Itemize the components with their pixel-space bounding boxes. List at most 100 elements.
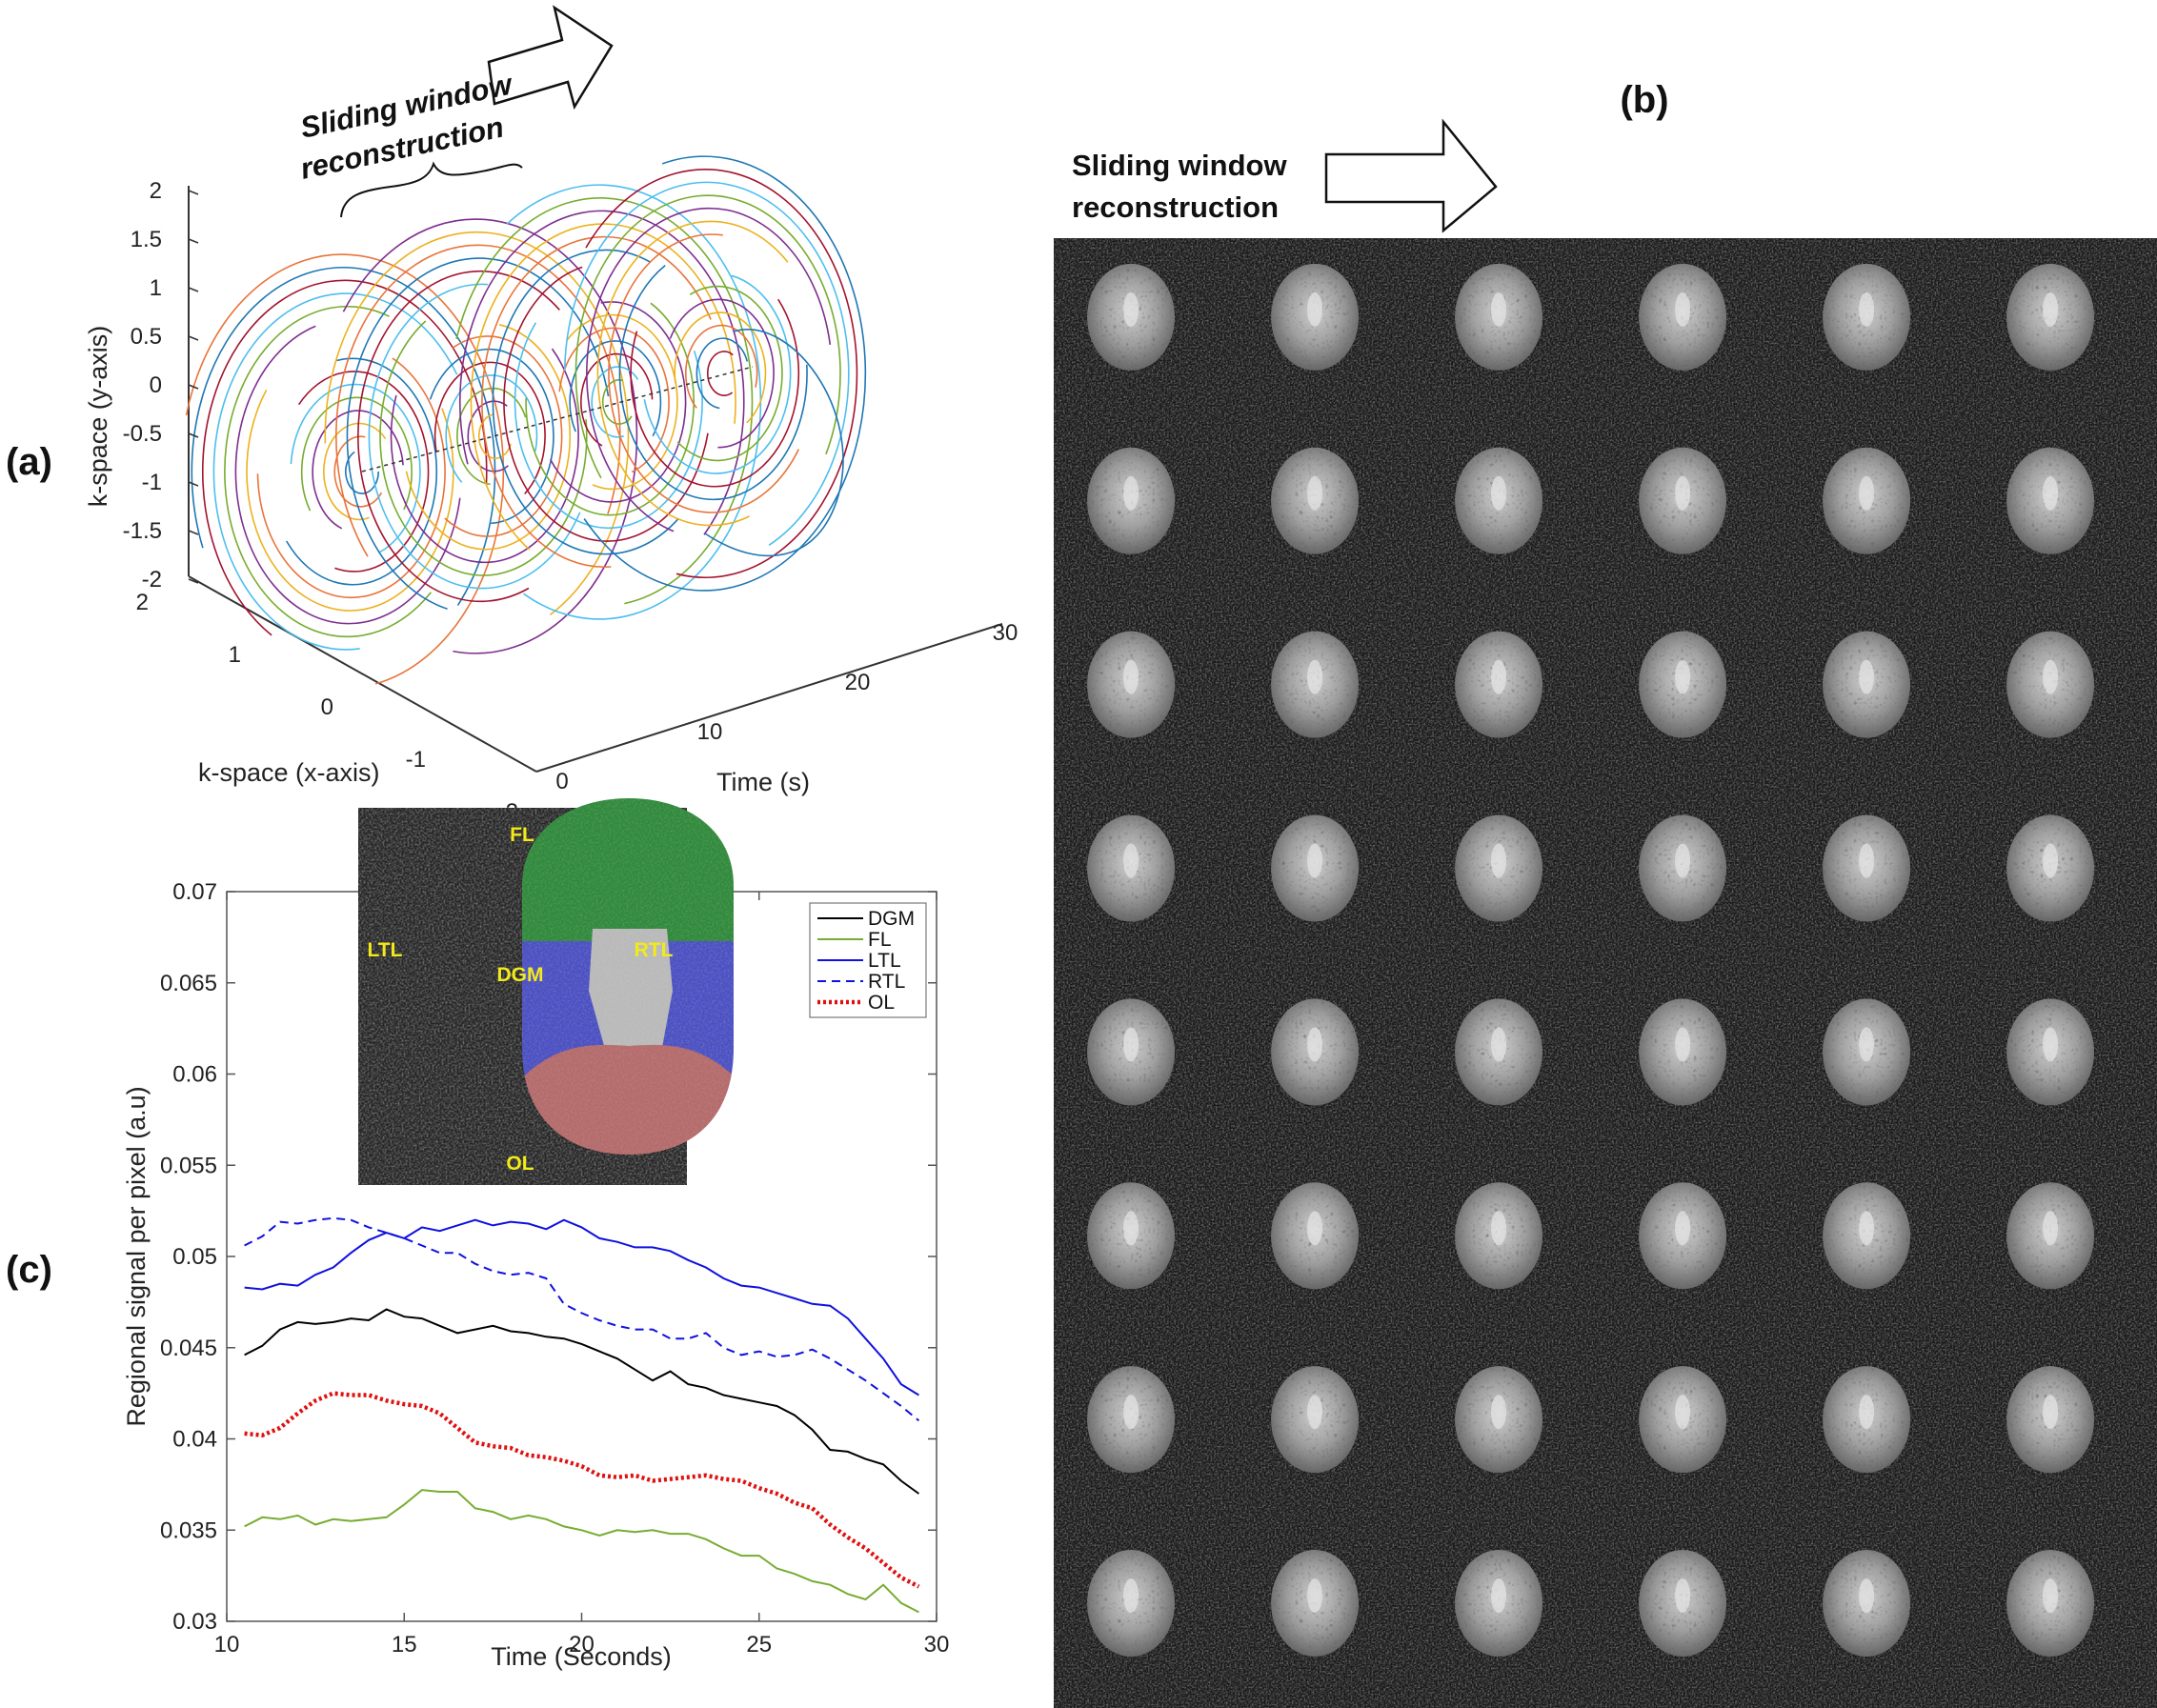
trajectory-arc [608, 233, 800, 513]
trajectory-arc [346, 257, 610, 611]
axes-3d [185, 155, 1003, 773]
legend-label-rtl: RTL [868, 971, 905, 993]
brain-thumbnail [1639, 1550, 1727, 1658]
brain-thumbnail [1639, 1366, 1727, 1474]
trajectory-arc [569, 340, 662, 437]
a-t-tick-label: 30 [993, 620, 1018, 646]
brain-thumbnail [1087, 998, 1176, 1106]
trajectory-arc [704, 329, 844, 557]
a-y-tick-label: -2 [142, 567, 162, 593]
a-y-tick-label: 0.5 [131, 324, 162, 350]
brain-thumbnail [1823, 1550, 1911, 1658]
a-y-tick-label: 1 [150, 275, 162, 301]
trajectory-arc [596, 220, 789, 527]
panel-label-b: (b) [1620, 79, 1668, 121]
brain-thumbnail [1823, 263, 1911, 371]
series-line-fl [244, 1489, 919, 1614]
trajectory-arc [630, 298, 800, 488]
trajectory-arc [558, 327, 670, 473]
a-x-tick-label: 0 [321, 694, 333, 720]
series-line-ltl [244, 1218, 919, 1397]
trajectory-arc [583, 155, 867, 592]
a-y-tick-mark [188, 481, 199, 487]
brain-thumbnail [1087, 1550, 1176, 1658]
trajectory-arc [368, 283, 581, 590]
time-axis-dashed [361, 366, 754, 472]
panel-a: (a) Sliding window reconstruction 21.510… [6, 5, 1018, 825]
panel-b-note-line1: Sliding window [1072, 149, 1287, 182]
trajectory-arc [300, 396, 413, 512]
trajectory-arc [405, 324, 572, 551]
brain-thumbnail [1823, 814, 1911, 922]
trajectory-arc [564, 181, 850, 546]
panel-c: (c) 0.03 0.035 0.04 0.045 0.05 0.055 0.06 0.065… [6, 798, 949, 1671]
brain-thumbnail [1271, 998, 1360, 1106]
trajectory-arc [256, 357, 446, 599]
a-t-tick-label: 20 [845, 670, 871, 695]
brain-thumbnail [2006, 814, 2095, 922]
trajectory-arc [514, 322, 703, 530]
a-taxis-label: Time (s) [716, 768, 810, 796]
brain-thumbnail [1271, 447, 1360, 554]
brain-thumbnail [1639, 631, 1727, 738]
brain-thumbnail [1823, 998, 1911, 1106]
y-tick-label: 0.06 [172, 1062, 217, 1088]
brain-thumbnail [1271, 1550, 1360, 1658]
trajectory-arc [477, 413, 512, 459]
x-tick-label: 10 [214, 1632, 240, 1658]
trajectory-arc [707, 351, 734, 396]
trajectory-arc [433, 361, 546, 494]
trajectory-arc [575, 194, 841, 479]
brain-thumbnail [1455, 1550, 1543, 1658]
panel-a-arrow-icon [487, 5, 614, 111]
brain-thumbnail [1639, 447, 1727, 554]
y-axis-label: Regional signal per pixel (a.u) [122, 1086, 151, 1426]
trajectory-arc [676, 285, 783, 462]
y-tick-label: 0.07 [172, 879, 217, 905]
a-x-tick-label: 1 [229, 642, 241, 668]
trajectory-arc [685, 324, 758, 409]
trajectory-arc [456, 387, 527, 486]
region-ltl-label: LTL [368, 939, 403, 961]
trajectory-arc [224, 305, 433, 638]
a-y-tick-mark [188, 578, 199, 584]
brain-thumbnail [1455, 1182, 1543, 1290]
trajectory-arc [470, 223, 736, 551]
brain-thumbnail [1455, 263, 1543, 371]
y-tick-label: 0.035 [160, 1517, 217, 1543]
trajectory-arc [455, 197, 754, 605]
y-tick-label: 0.065 [160, 971, 217, 996]
y-tick-label: 0.045 [160, 1336, 217, 1361]
y-axis-ticks: 0.03 0.035 0.04 0.045 0.05 0.055 0.06 0.065 0.07 [160, 879, 937, 1635]
trajectory-arc [323, 422, 387, 521]
x-tick-label: 25 [746, 1632, 772, 1658]
trajectory-arc [481, 235, 712, 569]
panel-b-arrow-icon [1324, 118, 1498, 233]
trajectory-arc [286, 357, 438, 586]
brain-thumbnail [1087, 447, 1176, 554]
trajectory-arc [201, 279, 488, 636]
brain-thumbnail [2006, 998, 2095, 1106]
y-tick-label: 0.04 [172, 1427, 217, 1453]
x-tick-label: 15 [392, 1632, 417, 1658]
trajectory-arc [324, 231, 630, 615]
brain-thumbnail [1455, 998, 1543, 1106]
x-axis-label: Time (Seconds) [491, 1642, 672, 1671]
trajectory-arc [234, 325, 461, 625]
y-tick-label: 0.03 [172, 1609, 217, 1635]
a-yaxis-label: k-space (y-axis) [84, 326, 112, 508]
brain-thumbnail [1455, 631, 1543, 738]
k-space-trajectories [185, 155, 867, 685]
panel-a-brace [340, 161, 523, 218]
trajectory-arc [591, 366, 639, 438]
brain-thumbnail [2006, 447, 2095, 554]
a-y-tick-mark [188, 432, 199, 438]
segmentation-inset: FL LTL RTL DGM OL [358, 798, 734, 1185]
brain-thumbnail [1639, 814, 1727, 922]
legend-label-ol: OL [868, 992, 895, 1014]
brain-thumbnail [1087, 1182, 1176, 1290]
trajectory-arc [503, 266, 709, 542]
brain-thumbnail [1087, 631, 1176, 738]
a-x-tick-label: 2 [136, 590, 149, 615]
